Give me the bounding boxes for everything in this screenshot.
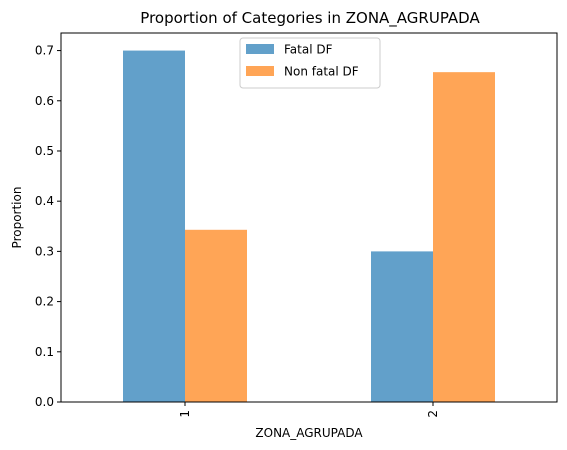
y-tick-label: 0.0 xyxy=(35,395,54,409)
legend: Fatal DF Non fatal DF xyxy=(239,37,381,89)
bar-fatal-df-2 xyxy=(371,251,433,402)
y-tick-label: 0.4 xyxy=(35,194,54,208)
y-axis-label: Proportion xyxy=(10,187,24,249)
bar-non-fatal-df-1 xyxy=(185,229,247,402)
bar-non-fatal-df-2 xyxy=(433,72,495,402)
bars-group xyxy=(123,50,495,402)
legend-swatch-non-fatal-df xyxy=(246,66,274,76)
bar-fatal-df-1 xyxy=(123,50,185,402)
y-tick-label: 0.1 xyxy=(35,345,54,359)
legend-box xyxy=(239,37,381,89)
chart-title: Proportion of Categories in ZONA_AGRUPAD… xyxy=(140,9,480,28)
legend-label: Fatal DF xyxy=(284,43,333,57)
y-tick-label: 0.2 xyxy=(35,295,54,309)
y-tick-label: 0.3 xyxy=(35,244,54,258)
x-tick-label: 1 xyxy=(178,410,192,418)
y-tick-label: 0.7 xyxy=(35,44,54,58)
plot-frame xyxy=(60,32,558,403)
legend-swatch-fatal-df xyxy=(246,44,274,54)
legend-label: Non fatal DF xyxy=(284,65,359,79)
y-axis: 0.0 0.1 0.2 0.3 0.4 0.5 0.6 0.7 xyxy=(35,44,61,409)
x-axis-label: ZONA_AGRUPADA xyxy=(255,426,363,440)
y-tick-label: 0.5 xyxy=(35,144,54,158)
x-tick-label: 2 xyxy=(426,410,440,418)
y-tick-label: 0.6 xyxy=(35,94,54,108)
